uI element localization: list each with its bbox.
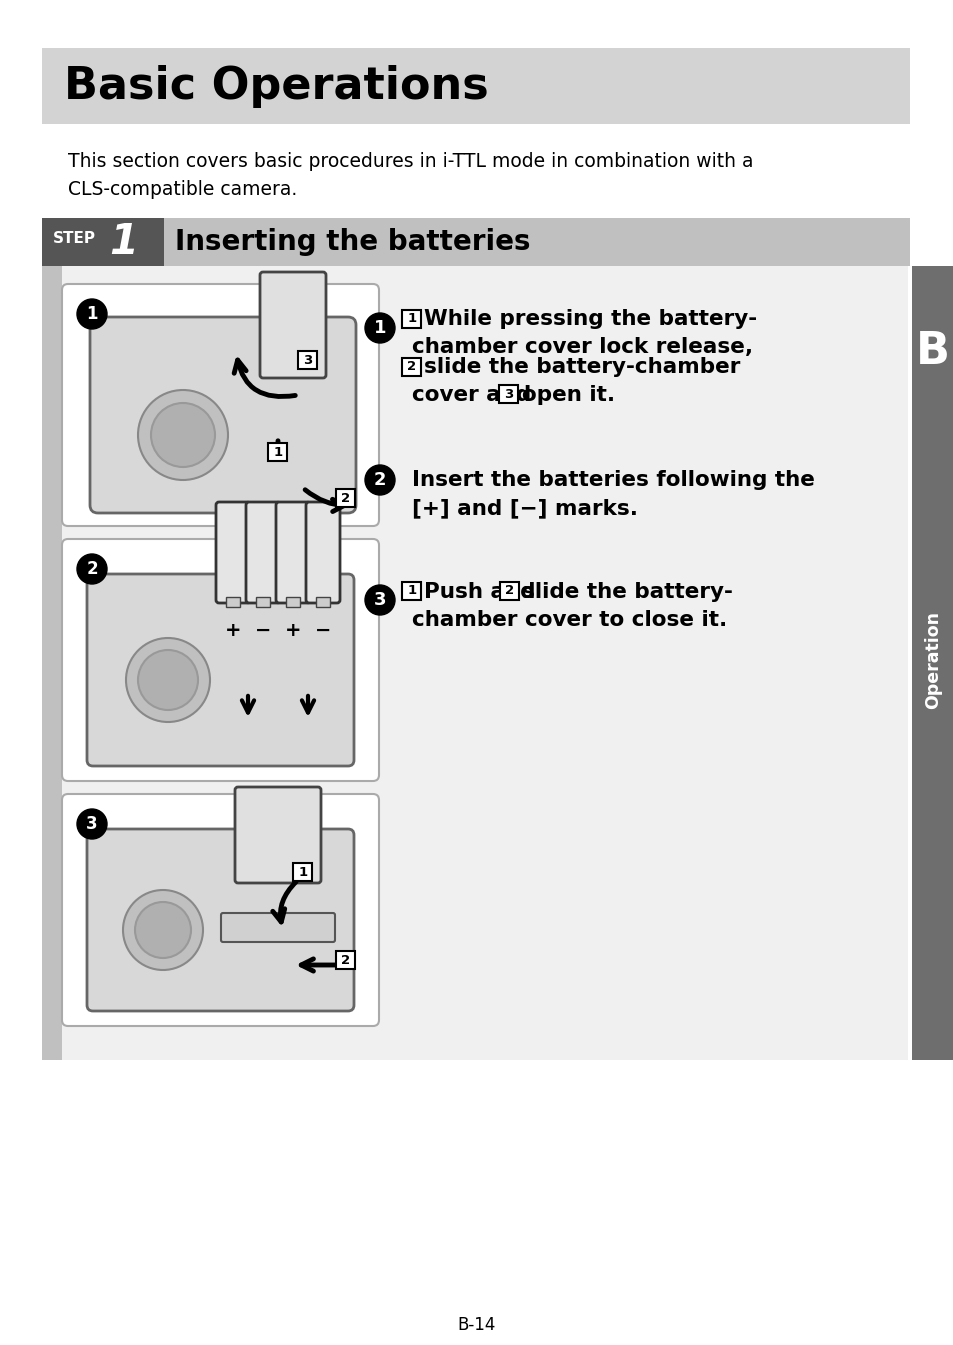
Text: 3: 3 (303, 354, 313, 366)
Text: While pressing the battery-: While pressing the battery- (423, 309, 757, 330)
Bar (402, 309, 421, 328)
Text: open it.: open it. (521, 385, 615, 405)
Bar (42, 218, 164, 266)
Text: Insert the batteries following the: Insert the batteries following the (412, 469, 814, 490)
Text: chamber cover to close it.: chamber cover to close it. (412, 611, 726, 629)
Text: 1: 1 (274, 445, 282, 459)
Text: −: − (314, 620, 331, 639)
FancyBboxPatch shape (275, 502, 310, 603)
Circle shape (151, 404, 214, 467)
FancyBboxPatch shape (90, 317, 355, 512)
Text: B-14: B-14 (457, 1315, 496, 1334)
Bar (164, 218, 909, 266)
Text: +: + (284, 620, 301, 639)
FancyBboxPatch shape (62, 794, 378, 1026)
Circle shape (135, 902, 191, 958)
FancyBboxPatch shape (87, 829, 354, 1011)
Bar (315, 597, 330, 607)
FancyBboxPatch shape (62, 284, 378, 526)
Circle shape (365, 585, 395, 615)
Text: slide the battery-: slide the battery- (521, 582, 732, 603)
FancyBboxPatch shape (246, 502, 280, 603)
Text: 3: 3 (86, 815, 98, 833)
Circle shape (77, 808, 107, 839)
FancyBboxPatch shape (221, 913, 335, 942)
Text: 1: 1 (407, 312, 416, 325)
Circle shape (365, 313, 395, 343)
Bar (255, 597, 270, 607)
Bar (268, 443, 287, 461)
Text: 3: 3 (504, 387, 513, 401)
Text: −: − (254, 620, 271, 639)
Text: 2: 2 (505, 585, 514, 597)
FancyBboxPatch shape (215, 502, 250, 603)
Circle shape (77, 554, 107, 584)
Bar (500, 582, 519, 600)
FancyBboxPatch shape (87, 574, 354, 767)
Text: 3: 3 (374, 590, 386, 609)
Bar (294, 863, 313, 881)
Bar (336, 951, 355, 968)
Text: 2: 2 (86, 560, 98, 578)
Bar (911, 266, 953, 1060)
FancyBboxPatch shape (62, 539, 378, 781)
Text: B: B (915, 331, 949, 374)
Text: 1: 1 (110, 221, 138, 264)
Text: chamber cover lock release,: chamber cover lock release, (412, 338, 752, 356)
Bar (42, 266, 62, 1060)
Bar (42, 48, 909, 124)
Bar (42, 266, 907, 1060)
Text: STEP: STEP (53, 231, 96, 246)
Text: Push and: Push and (423, 582, 542, 603)
Circle shape (123, 890, 203, 970)
Text: [+] and [−] marks.: [+] and [−] marks. (412, 498, 638, 518)
Bar (226, 597, 240, 607)
Text: 2: 2 (341, 954, 350, 967)
Text: This section covers basic procedures in i-TTL mode in combination with a: This section covers basic procedures in … (68, 152, 753, 171)
FancyBboxPatch shape (234, 787, 320, 884)
Text: 1: 1 (86, 305, 97, 323)
Text: CLS-compatible camera.: CLS-compatible camera. (68, 180, 297, 199)
Bar (499, 385, 518, 404)
Circle shape (126, 638, 210, 722)
Bar (286, 597, 299, 607)
Text: slide the battery-chamber: slide the battery-chamber (423, 356, 740, 377)
Text: 1: 1 (298, 865, 307, 878)
Circle shape (365, 465, 395, 495)
Text: Operation: Operation (923, 611, 941, 709)
Text: 2: 2 (407, 360, 416, 374)
Bar (402, 358, 421, 377)
FancyBboxPatch shape (260, 272, 326, 378)
Text: +: + (225, 620, 241, 639)
Circle shape (138, 390, 228, 480)
Text: 2: 2 (374, 471, 386, 490)
Text: Inserting the batteries: Inserting the batteries (174, 229, 530, 256)
Text: 1: 1 (407, 585, 416, 597)
Text: 2: 2 (341, 491, 350, 504)
FancyBboxPatch shape (306, 502, 339, 603)
Text: 1: 1 (374, 319, 386, 338)
Bar (402, 582, 421, 600)
Circle shape (138, 650, 198, 710)
Text: cover and: cover and (412, 385, 538, 405)
Text: Basic Operations: Basic Operations (64, 65, 488, 108)
Bar (298, 351, 317, 369)
Circle shape (77, 299, 107, 330)
Bar (336, 490, 355, 507)
